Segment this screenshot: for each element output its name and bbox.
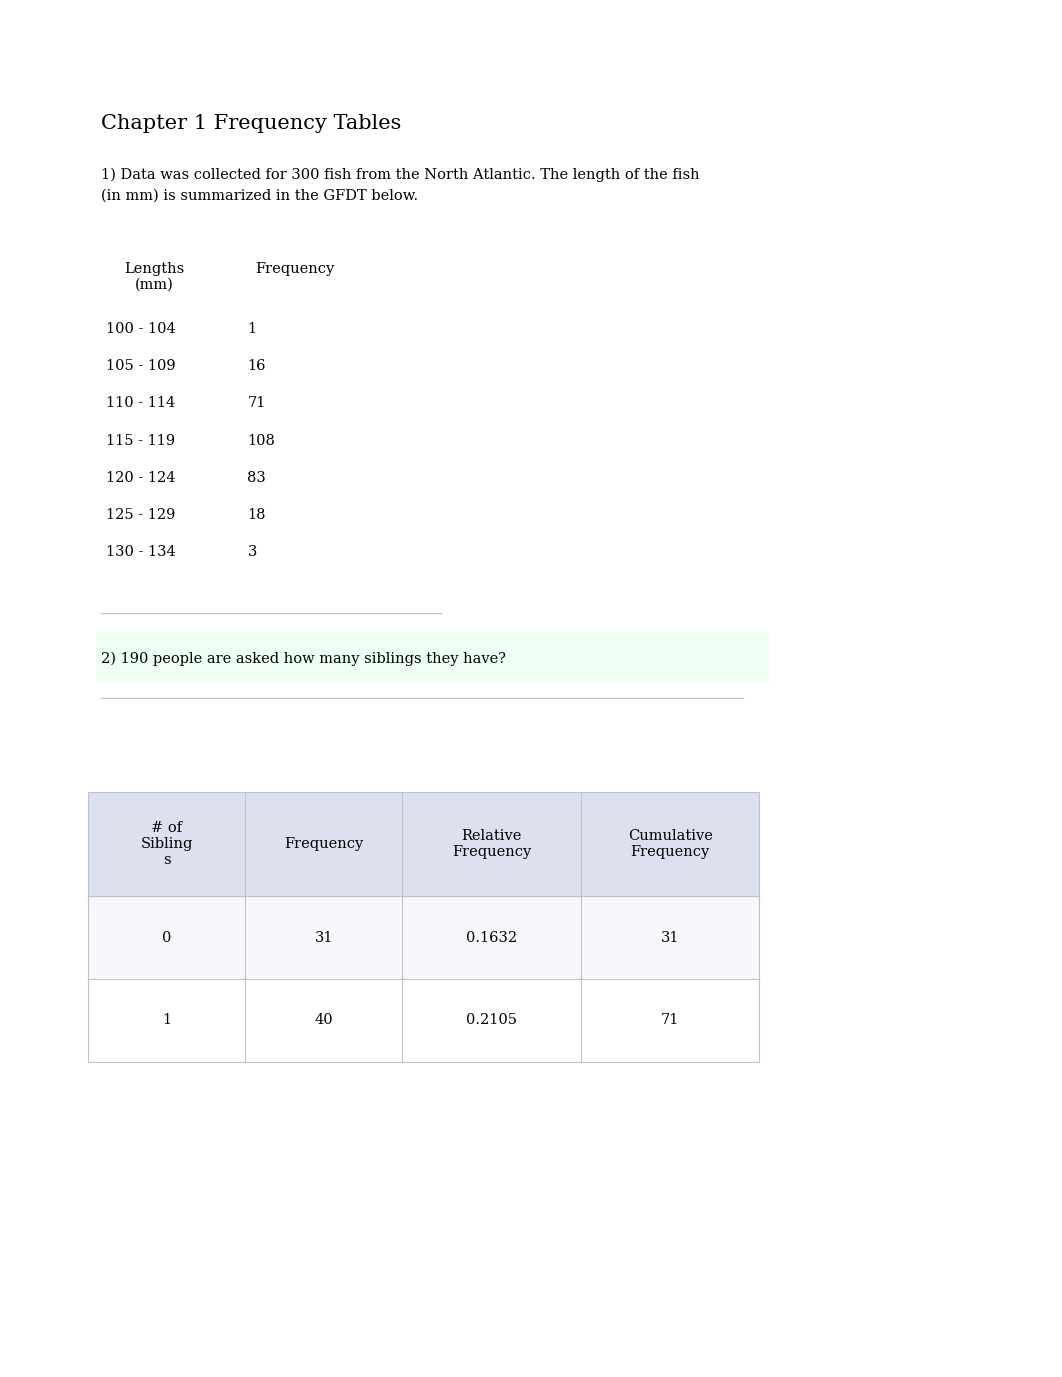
Text: 40: 40	[314, 1013, 333, 1027]
Text: Frequency: Frequency	[285, 837, 363, 851]
Text: 108: 108	[247, 434, 275, 448]
Text: 100 - 104: 100 - 104	[106, 322, 176, 336]
Text: 1) Data was collected for 300 fish from the North Atlantic. The length of the fi: 1) Data was collected for 300 fish from …	[101, 168, 700, 202]
Text: 125 - 129: 125 - 129	[106, 508, 175, 522]
FancyBboxPatch shape	[88, 979, 759, 1062]
Text: 115 - 119: 115 - 119	[106, 434, 175, 448]
FancyBboxPatch shape	[88, 896, 759, 979]
Text: Relative
Frequency: Relative Frequency	[452, 829, 531, 859]
FancyBboxPatch shape	[88, 792, 759, 896]
Text: Chapter 1 Frequency Tables: Chapter 1 Frequency Tables	[101, 114, 401, 134]
Text: 1: 1	[247, 322, 257, 336]
Text: 130 - 134: 130 - 134	[106, 545, 176, 559]
Text: 71: 71	[247, 397, 266, 410]
Text: 18: 18	[247, 508, 266, 522]
Text: 31: 31	[314, 931, 333, 945]
Text: 71: 71	[661, 1013, 680, 1027]
Text: Lengths
(mm): Lengths (mm)	[124, 262, 184, 292]
Text: 1: 1	[162, 1013, 171, 1027]
Text: 3: 3	[247, 545, 257, 559]
Text: 31: 31	[661, 931, 680, 945]
Text: 0.1632: 0.1632	[466, 931, 517, 945]
Text: 120 - 124: 120 - 124	[106, 471, 175, 485]
Text: 16: 16	[247, 359, 266, 373]
Text: Cumulative
Frequency: Cumulative Frequency	[628, 829, 713, 859]
Text: # of
Sibling
s: # of Sibling s	[140, 821, 193, 868]
Text: 0.2105: 0.2105	[466, 1013, 517, 1027]
Text: 2) 190 people are asked how many siblings they have?: 2) 190 people are asked how many sibling…	[101, 651, 506, 666]
Text: 83: 83	[247, 471, 267, 485]
Text: Frequency: Frequency	[256, 262, 335, 275]
Text: 110 - 114: 110 - 114	[106, 397, 175, 410]
FancyBboxPatch shape	[96, 631, 769, 682]
Text: 0: 0	[162, 931, 171, 945]
Text: 105 - 109: 105 - 109	[106, 359, 176, 373]
